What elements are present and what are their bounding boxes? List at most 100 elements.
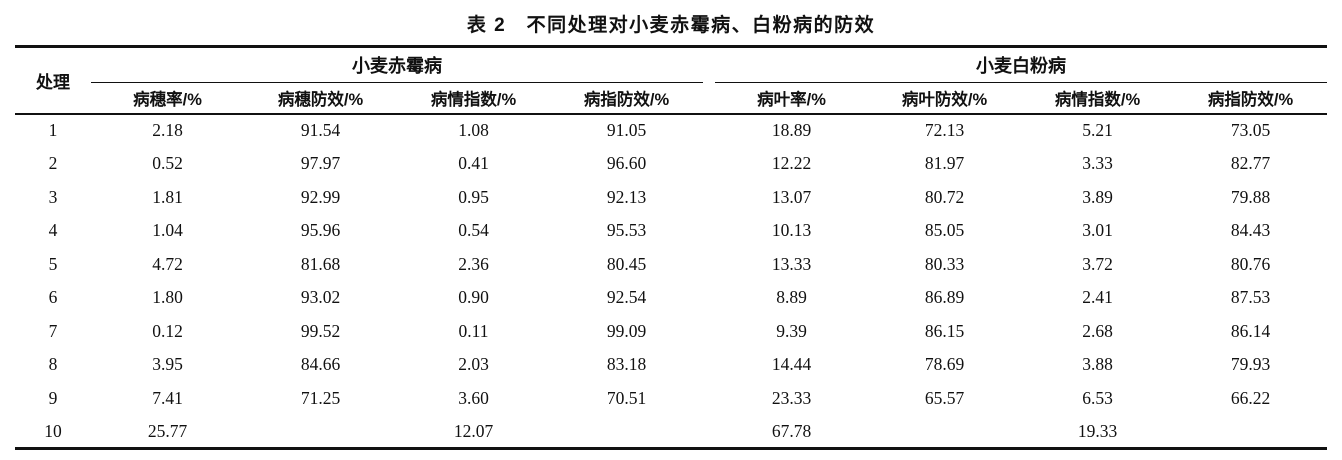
treatment-cell: 2: [48, 153, 58, 174]
column-spacer: [703, 147, 715, 181]
value-cell: 12.22: [771, 153, 812, 174]
value-cell: 96.60: [606, 153, 647, 174]
treatment-cell: 9: [48, 387, 58, 408]
value-cell: 92.54: [606, 287, 647, 308]
treatment-cell: 7: [48, 320, 58, 341]
table-body: 1 2.18 91.54 1.08 91.05 18.89 72.13 5.21 73.05 2 0…: [15, 114, 1327, 449]
value-cell: 86.15: [924, 320, 965, 341]
value-cell: 4.72: [152, 253, 183, 274]
value-cell: 83.18: [606, 354, 647, 375]
col-header-diseased-leaf-rate: 病叶率/%: [715, 82, 868, 115]
table-row: 1 2.18 91.54 1.08 91.05 18.89 72.13 5.21 73.05: [15, 114, 1327, 148]
table-row: 6 1.80 93.02 0.90 92.54 8.89 86.89 2.41 87.53: [15, 281, 1327, 315]
value-cell: 25.77: [147, 420, 188, 441]
value-cell: 19.33: [1077, 420, 1118, 441]
value-cell: 71.25: [300, 387, 341, 408]
value-cell: 84.43: [1230, 220, 1271, 241]
column-spacer: [703, 46, 715, 115]
value-cell: 87.53: [1230, 287, 1271, 308]
treatment-cell: 6: [48, 287, 58, 308]
value-cell: 0.90: [458, 287, 489, 308]
value-cell: 0.12: [152, 320, 183, 341]
table-title: 表 2 不同处理对小麦赤霉病、白粉病的防效: [466, 15, 876, 36]
value-cell: 70.51: [606, 387, 647, 408]
value-cell: 1.08: [458, 120, 489, 141]
value-cell: 0.11: [458, 320, 489, 341]
table-row: 3 1.81 92.99 0.95 92.13 13.07 80.72 3.89 79.88: [15, 181, 1327, 215]
value-cell: 1.04: [152, 220, 183, 241]
value-cell: 85.05: [924, 220, 965, 241]
value-cell: 93.02: [300, 287, 341, 308]
value-cell: 9.39: [776, 320, 807, 341]
column-spacer: [703, 114, 715, 148]
value-cell: 3.72: [1082, 253, 1113, 274]
col-header-scab-disease-index: 病情指数/%: [397, 82, 550, 115]
group-header-powdery-mildew: 小麦白粉病: [715, 46, 1327, 83]
table-row: 10 25.77 12.07 67.78 19.33: [15, 415, 1327, 449]
table-row: 9 7.41 71.25 3.60 70.51 23.33 65.57 6.53 66.22: [15, 382, 1327, 416]
group-header-row: 处理 小麦赤霉病 小麦白粉病: [15, 46, 1327, 115]
value-cell: 0.95: [458, 186, 489, 207]
value-cell: [244, 415, 397, 449]
value-cell: 10.13: [771, 220, 812, 241]
value-cell: 0.52: [152, 153, 183, 174]
value-cell: 72.13: [924, 120, 965, 141]
group-header-scab: 小麦赤霉病: [91, 46, 703, 83]
table-row: 4 1.04 95.96 0.54 95.53 10.13 85.05 3.01 84.43: [15, 214, 1327, 248]
value-cell: 3.01: [1082, 220, 1113, 241]
col-header-ear-control-effect: 病穗防效/%: [244, 82, 397, 115]
value-cell: 73.05: [1230, 120, 1271, 141]
treatment-cell: 3: [48, 186, 58, 207]
value-cell: 1.80: [152, 287, 183, 308]
value-cell: 79.88: [1230, 186, 1271, 207]
table-row: 2 0.52 97.97 0.41 96.60 12.22 81.97 3.33 82.77: [15, 147, 1327, 181]
value-cell: 18.89: [771, 120, 812, 141]
value-cell: 80.72: [924, 186, 965, 207]
value-cell: 92.99: [300, 186, 341, 207]
value-cell: 1.81: [152, 186, 183, 207]
value-cell: [868, 415, 1021, 449]
value-cell: 95.53: [606, 220, 647, 241]
value-cell: 13.07: [771, 186, 812, 207]
effects-table: 处理 小麦赤霉病 小麦白粉病 病穗率/% 病穗防效/% 病情指数/% 病指防效/…: [15, 45, 1327, 450]
table-row: 8 3.95 84.66 2.03 83.18 14.44 78.69 3.88 79.93: [15, 348, 1327, 382]
value-cell: 84.66: [300, 354, 341, 375]
value-cell: 2.36: [458, 253, 489, 274]
value-cell: 81.68: [300, 253, 341, 274]
value-cell: 66.22: [1230, 387, 1271, 408]
col-header-mildew-index-effect: 病指防效/%: [1174, 82, 1327, 115]
table-row: 7 0.12 99.52 0.11 99.09 9.39 86.15 2.68 86.14: [15, 315, 1327, 349]
value-cell: 78.69: [924, 354, 965, 375]
value-cell: 3.88: [1082, 354, 1113, 375]
col-header-diseased-ear-rate: 病穗率/%: [91, 82, 244, 115]
value-cell: 91.54: [300, 120, 341, 141]
value-cell: [1174, 415, 1327, 449]
col-header-mildew-disease-index: 病情指数/%: [1021, 82, 1174, 115]
treatment-cell: 4: [48, 220, 58, 241]
column-spacer: [703, 382, 715, 416]
column-spacer: [703, 281, 715, 315]
value-cell: 2.03: [458, 354, 489, 375]
value-cell: 12.07: [453, 420, 494, 441]
treatment-cell: 8: [48, 354, 58, 375]
value-cell: 79.93: [1230, 354, 1271, 375]
treatment-cell: 5: [48, 253, 58, 274]
column-spacer: [703, 315, 715, 349]
value-cell: 3.95: [152, 354, 183, 375]
value-cell: 65.57: [924, 387, 965, 408]
value-cell: 13.33: [771, 253, 812, 274]
treatment-cell: 10: [44, 420, 62, 441]
value-cell: [550, 415, 703, 449]
value-cell: 80.76: [1230, 253, 1271, 274]
value-cell: 8.89: [776, 287, 807, 308]
table-row: 5 4.72 81.68 2.36 80.45 13.33 80.33 3.72 80.76: [15, 248, 1327, 282]
value-cell: 23.33: [771, 387, 812, 408]
value-cell: 14.44: [771, 354, 812, 375]
value-cell: 3.60: [458, 387, 489, 408]
value-cell: 80.45: [606, 253, 647, 274]
value-cell: 0.41: [458, 153, 489, 174]
value-cell: 92.13: [606, 186, 647, 207]
value-cell: 5.21: [1082, 120, 1113, 141]
value-cell: 82.77: [1230, 153, 1271, 174]
